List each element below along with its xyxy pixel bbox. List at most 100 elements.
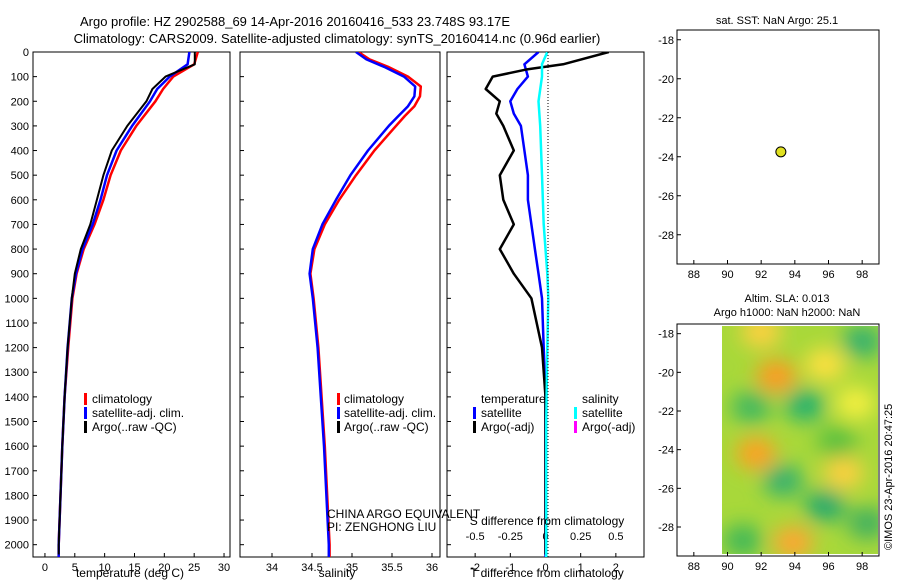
depth-tick-label: 1600 xyxy=(5,441,29,453)
legend-swatch-s-argo xyxy=(574,421,577,433)
map-x-tick-label: 90 xyxy=(721,269,733,281)
legend-label-climatology: climatology xyxy=(92,392,152,406)
sla-heatmap-cell xyxy=(784,389,825,422)
legend-label-s-argo: Argo(-adj) xyxy=(582,420,635,434)
x-tick-label: 35 xyxy=(346,562,358,574)
map-y-tick-label: -24 xyxy=(658,445,674,457)
s-difference-axis-label: S difference from climatology xyxy=(470,514,625,528)
s-difference-tick-label: -0.5 xyxy=(466,531,485,543)
x-tick-label: 15 xyxy=(128,562,140,574)
x-tick-label: 34.5 xyxy=(301,562,322,574)
map-y-tick-label: -26 xyxy=(658,191,674,203)
sla-heatmap-cell xyxy=(823,456,864,489)
legend-swatch-argo xyxy=(84,421,87,433)
map-x-tick-label: 92 xyxy=(755,269,767,281)
x-tick-label: 1 xyxy=(578,562,584,574)
argo-position-marker xyxy=(775,146,787,158)
map-y-tick-label: -18 xyxy=(658,35,674,47)
sla-heatmap-cell xyxy=(816,425,857,458)
legend-swatch-s-satellite xyxy=(574,407,577,419)
legend-swatch-climatology xyxy=(337,393,340,405)
x-tick-label: 36 xyxy=(426,562,438,574)
sla-map-axes: 88 90 92 94 96 98 -18 -20 -22 -24 -26 -28 xyxy=(658,329,868,573)
sst-map-axes: 88 90 92 94 96 98 -18 -20 -22 -24 -26 -28 xyxy=(658,35,868,281)
x-tick-label: 35.5 xyxy=(381,562,402,574)
sla-heatmap xyxy=(722,326,878,554)
satellite-salinity-line xyxy=(308,52,417,557)
salinity-axis-label: salinity xyxy=(319,566,356,580)
difference-axis: -2 -1 0 1 2-0.5 -0.25 0 0.25 0.5 xyxy=(466,531,624,574)
map-y-tick-label: -18 xyxy=(658,329,674,341)
map-y-tick-label: -22 xyxy=(658,406,674,418)
legend-swatch-climatology xyxy=(84,393,87,405)
s-difference-tick-label: -0.25 xyxy=(498,531,523,543)
legend-heading-salinity: salinity xyxy=(582,392,619,406)
temperature-panel-frame xyxy=(32,51,231,558)
legend-swatch-satellite xyxy=(84,407,87,419)
legend-label-t-satellite: satellite xyxy=(481,406,522,420)
difference-legend: temperature salinity satellite Argo(-adj… xyxy=(473,392,635,434)
legend-label-argo: Argo(..raw -QC) xyxy=(92,420,177,434)
legend-label-t-argo: Argo(-adj) xyxy=(481,420,534,434)
depth-tick-label: 100 xyxy=(11,72,29,84)
map-x-tick-label: 98 xyxy=(856,269,868,281)
x-tick-label: -2 xyxy=(470,562,480,574)
map-x-tick-label: 94 xyxy=(789,269,801,281)
x-tick-label: 25 xyxy=(188,562,200,574)
temperature-axis: 0 5 10 15 20 25 30 xyxy=(42,553,230,574)
x-tick-label: 0 xyxy=(42,562,48,574)
depth-tick-label: 1500 xyxy=(5,417,29,429)
header-line-2: Climatology: CARS2009. Satellite-adjuste… xyxy=(74,31,601,46)
temperature-lines xyxy=(57,52,199,557)
s-difference-tick-label: 0.5 xyxy=(608,531,623,543)
sla-heatmap-cell xyxy=(763,464,804,497)
sla-heatmap-cell xyxy=(722,524,763,554)
legend-swatch-t-argo xyxy=(473,421,476,433)
legend-label-climatology: climatology xyxy=(344,392,404,406)
legend-swatch-argo xyxy=(337,421,340,433)
depth-tick-label: 1800 xyxy=(5,490,29,502)
x-tick-label: 10 xyxy=(99,562,111,574)
sla-heatmap-cell xyxy=(842,326,878,358)
t-difference-axis-label: T difference from climatology xyxy=(470,566,624,580)
climatology-temperature-line xyxy=(57,52,199,557)
sla-heatmap-cell xyxy=(731,391,772,424)
x-tick-label: 0 xyxy=(542,562,548,574)
map-x-tick-label: 96 xyxy=(822,269,834,281)
temperature-legend: climatology satellite-adj. clim. Argo(..… xyxy=(84,392,184,434)
legend-swatch-t-satellite xyxy=(473,407,476,419)
legend-label-satellite: satellite-adj. clim. xyxy=(344,406,436,420)
x-tick-label: 2 xyxy=(613,562,619,574)
map-y-tick-label: -20 xyxy=(658,367,674,379)
depth-tick-label: 1200 xyxy=(5,343,29,355)
sst-map-title: sat. SST: NaN Argo: 25.1 xyxy=(716,15,838,27)
sla-heatmap-cell xyxy=(847,507,878,540)
map-x-tick-label: 94 xyxy=(789,561,801,573)
map-x-tick-label: 88 xyxy=(688,269,700,281)
x-tick-label: -1 xyxy=(505,562,515,574)
map-y-tick-label: -20 xyxy=(658,74,674,86)
depth-tick-label: 900 xyxy=(11,269,29,281)
salinity-axis: 34 34.5 35 35.5 36 xyxy=(266,553,438,574)
sla-heatmap-cell xyxy=(805,489,846,522)
depth-tick-label: 1100 xyxy=(5,318,29,330)
sla-heatmap-cell xyxy=(741,326,782,348)
legend-swatch-satellite xyxy=(337,407,340,419)
x-tick-label: 20 xyxy=(158,562,170,574)
difference-lines xyxy=(484,52,610,557)
credits-line-2: PI: ZENGHONG LIU xyxy=(327,520,436,534)
depth-tick-label: 500 xyxy=(11,170,29,182)
depth-tick-label: 800 xyxy=(11,244,29,256)
depth-tick-label: 700 xyxy=(11,219,29,231)
depth-axis: 0 100 200 300 400 500 600 700 800 900 1000 1100 1200… xyxy=(5,47,451,552)
credits-line-1: CHINA ARGO EQUIVALENT xyxy=(327,507,481,521)
sla-heatmap-cell xyxy=(773,526,814,554)
map-y-tick-label: -28 xyxy=(658,522,674,534)
depth-tick-label: 1300 xyxy=(5,367,29,379)
sla-map-title-2: Argo h1000: NaN h2000: NaN xyxy=(714,307,861,319)
map-x-tick-label: 98 xyxy=(856,561,868,573)
sla-heatmap-cell xyxy=(756,360,797,393)
map-y-tick-label: -22 xyxy=(658,113,674,125)
sst-map-points xyxy=(775,146,787,158)
